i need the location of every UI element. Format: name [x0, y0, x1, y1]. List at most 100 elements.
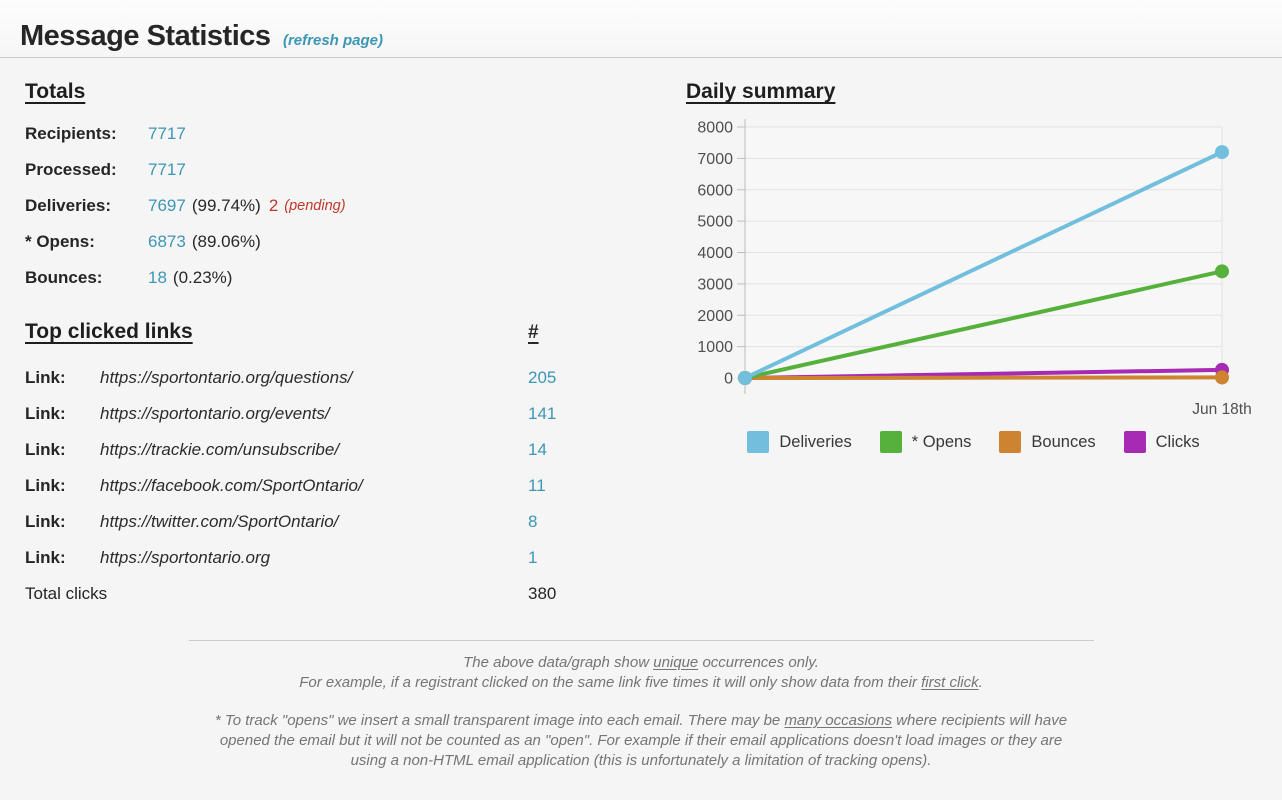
- totals-heading: Totals: [25, 80, 86, 103]
- note-text: .: [978, 674, 983, 691]
- count-column-heading: #: [528, 322, 539, 343]
- totals-rows: Recipients: 7717 Processed: 7717 Deliver…: [25, 116, 570, 296]
- series-line-bounces: [743, 375, 1224, 380]
- chart-legend: Deliveries * Opens Bounces Clicks: [686, 431, 1261, 453]
- y-tick-label: 6000: [697, 182, 733, 199]
- link-row-label: Link:: [25, 404, 66, 423]
- link-row-label: Link:: [25, 476, 66, 495]
- footer-divider: [188, 640, 1094, 641]
- legend-swatch-clicks: [1123, 431, 1146, 453]
- footer-notes: The above data/graph show unique occurre…: [0, 640, 1282, 771]
- links-heading-row: Top clicked links #: [25, 320, 570, 344]
- pending-note: (pending): [284, 198, 346, 214]
- totals-row-percent: (89.06%): [191, 232, 261, 251]
- legend-swatch-opens: [879, 431, 902, 453]
- legend-item-deliveries: Deliveries: [747, 431, 852, 453]
- note-text: For example, if a registrant clicked on …: [299, 674, 922, 691]
- total-clicks-row: Total clicks 380: [25, 576, 570, 612]
- unique-occurrences-note: The above data/graph show unique occurre…: [201, 653, 1081, 693]
- series-line-opens: [743, 269, 1224, 380]
- link-row-label: Link:: [25, 368, 66, 387]
- legend-swatch-deliveries: [747, 431, 770, 453]
- daily-summary-panel: Daily summary 0 1000 2000 3000 4000 5000 6000 7…: [686, 80, 1261, 453]
- y-tick-label: 3000: [697, 276, 733, 293]
- note-text: * To track "opens" we insert a small tra…: [214, 712, 785, 729]
- stats-panel: Totals Recipients: 7717 Processed: 7717 …: [25, 80, 570, 612]
- legend-item-opens: * Opens: [879, 431, 972, 453]
- link-url: https://trackie.com/unsubscribe/: [100, 440, 340, 459]
- link-click-count: 11: [528, 476, 546, 495]
- link-url: https://twitter.com/SportOntario/: [100, 512, 339, 531]
- totals-row-value: 7717: [148, 124, 186, 143]
- series-marker-deliveries: [738, 371, 752, 385]
- y-tick-label: 2000: [697, 308, 733, 325]
- link-click-count: 141: [528, 404, 557, 423]
- link-click-count: 205: [528, 368, 557, 387]
- page-title: Message Statistics: [20, 20, 271, 52]
- legend-label: Bounces: [1031, 432, 1096, 451]
- link-row: Link: https://sportontario.org/questions…: [25, 360, 570, 396]
- total-clicks-label: Total clicks: [25, 584, 108, 603]
- totals-row-deliveries: Deliveries: 7697 (99.74%) 2 (pending): [25, 188, 570, 224]
- totals-row-value: 7717: [148, 160, 186, 179]
- y-tick-label: 4000: [697, 245, 733, 262]
- series-marker-deliveries: [1215, 145, 1229, 160]
- daily-summary-chart: 0 1000 2000 3000 4000 5000 6000 7000 8000 Jun 18t…: [697, 119, 1252, 418]
- link-url: https://facebook.com/SportOntario/: [100, 476, 363, 495]
- link-row: Link: https://facebook.com/SportOntario/…: [25, 468, 570, 504]
- daily-summary-heading: Daily summary: [686, 80, 836, 103]
- note-text: The above data/graph show: [463, 654, 654, 671]
- legend-item-clicks: Clicks: [1123, 431, 1200, 453]
- legend-label: * Opens: [911, 432, 972, 451]
- link-click-count: 1: [528, 548, 538, 567]
- page-header: Message Statistics (refresh page): [0, 0, 1282, 58]
- totals-row-label: Deliveries:: [25, 196, 111, 215]
- totals-row-opens: * Opens: 6873 (89.06%): [25, 224, 570, 260]
- totals-row-recipients: Recipients: 7717: [25, 116, 570, 152]
- link-url: https://sportontario.org/questions/: [100, 368, 353, 387]
- note-text-underlined: unique: [653, 654, 699, 671]
- totals-row-processed: Processed: 7717: [25, 152, 570, 188]
- totals-row-value: 18: [148, 268, 167, 287]
- link-click-count: 14: [528, 440, 547, 459]
- series-marker-opens: [1215, 264, 1229, 279]
- link-row: Link: https://trackie.com/unsubscribe/ 1…: [25, 432, 570, 468]
- totals-row-bounces: Bounces: 18 (0.23%): [25, 260, 570, 296]
- series-line-deliveries: [743, 150, 1224, 380]
- legend-swatch-bounces: [999, 431, 1022, 453]
- link-url: https://sportontario.org/events/: [100, 404, 330, 423]
- note-text: where recipients will have opened the em…: [219, 712, 1068, 769]
- totals-row-label: * Opens:: [25, 232, 95, 251]
- totals-row-percent: (99.74%): [191, 196, 261, 215]
- legend-item-bounces: Bounces: [999, 431, 1096, 453]
- link-url: https://sportontario.org: [100, 548, 271, 567]
- totals-row-value: 7697: [148, 196, 186, 215]
- totals-row-percent: (0.23%): [172, 268, 233, 287]
- link-row: Link: https://sportontario.org 1: [25, 540, 570, 576]
- pending-count: 2: [268, 196, 279, 215]
- links-table: Link: https://sportontario.org/questions…: [25, 360, 570, 612]
- note-text: occurrences only.: [698, 654, 819, 671]
- top-clicked-links-heading: Top clicked links: [25, 320, 193, 343]
- legend-label: Deliveries: [779, 432, 852, 451]
- total-clicks-value: 380: [528, 584, 557, 603]
- totals-row-value: 6873: [148, 232, 186, 251]
- y-tick-label: 7000: [697, 151, 733, 168]
- opens-tracking-note: * To track "opens" we insert a small tra…: [201, 711, 1081, 771]
- link-row-label: Link:: [25, 512, 66, 531]
- legend-label: Clicks: [1155, 432, 1200, 451]
- totals-row-label: Bounces:: [25, 268, 103, 287]
- link-row-label: Link:: [25, 440, 66, 459]
- refresh-page-link[interactable]: (refresh page): [282, 32, 383, 49]
- series-marker-bounces: [1215, 370, 1229, 385]
- link-row: Link: https://sportontario.org/events/ 1…: [25, 396, 570, 432]
- link-row: Link: https://twitter.com/SportOntario/ …: [25, 504, 570, 540]
- x-tick-label: Jun 18th: [1192, 401, 1251, 418]
- y-tick-label: 1000: [697, 339, 733, 356]
- y-tick-label: 8000: [697, 120, 733, 137]
- totals-row-label: Recipients:: [25, 124, 117, 143]
- note-text-underlined: first click: [921, 674, 979, 691]
- link-click-count: 8: [528, 512, 538, 531]
- y-tick-label: 0: [724, 371, 733, 388]
- totals-row-label: Processed:: [25, 160, 117, 179]
